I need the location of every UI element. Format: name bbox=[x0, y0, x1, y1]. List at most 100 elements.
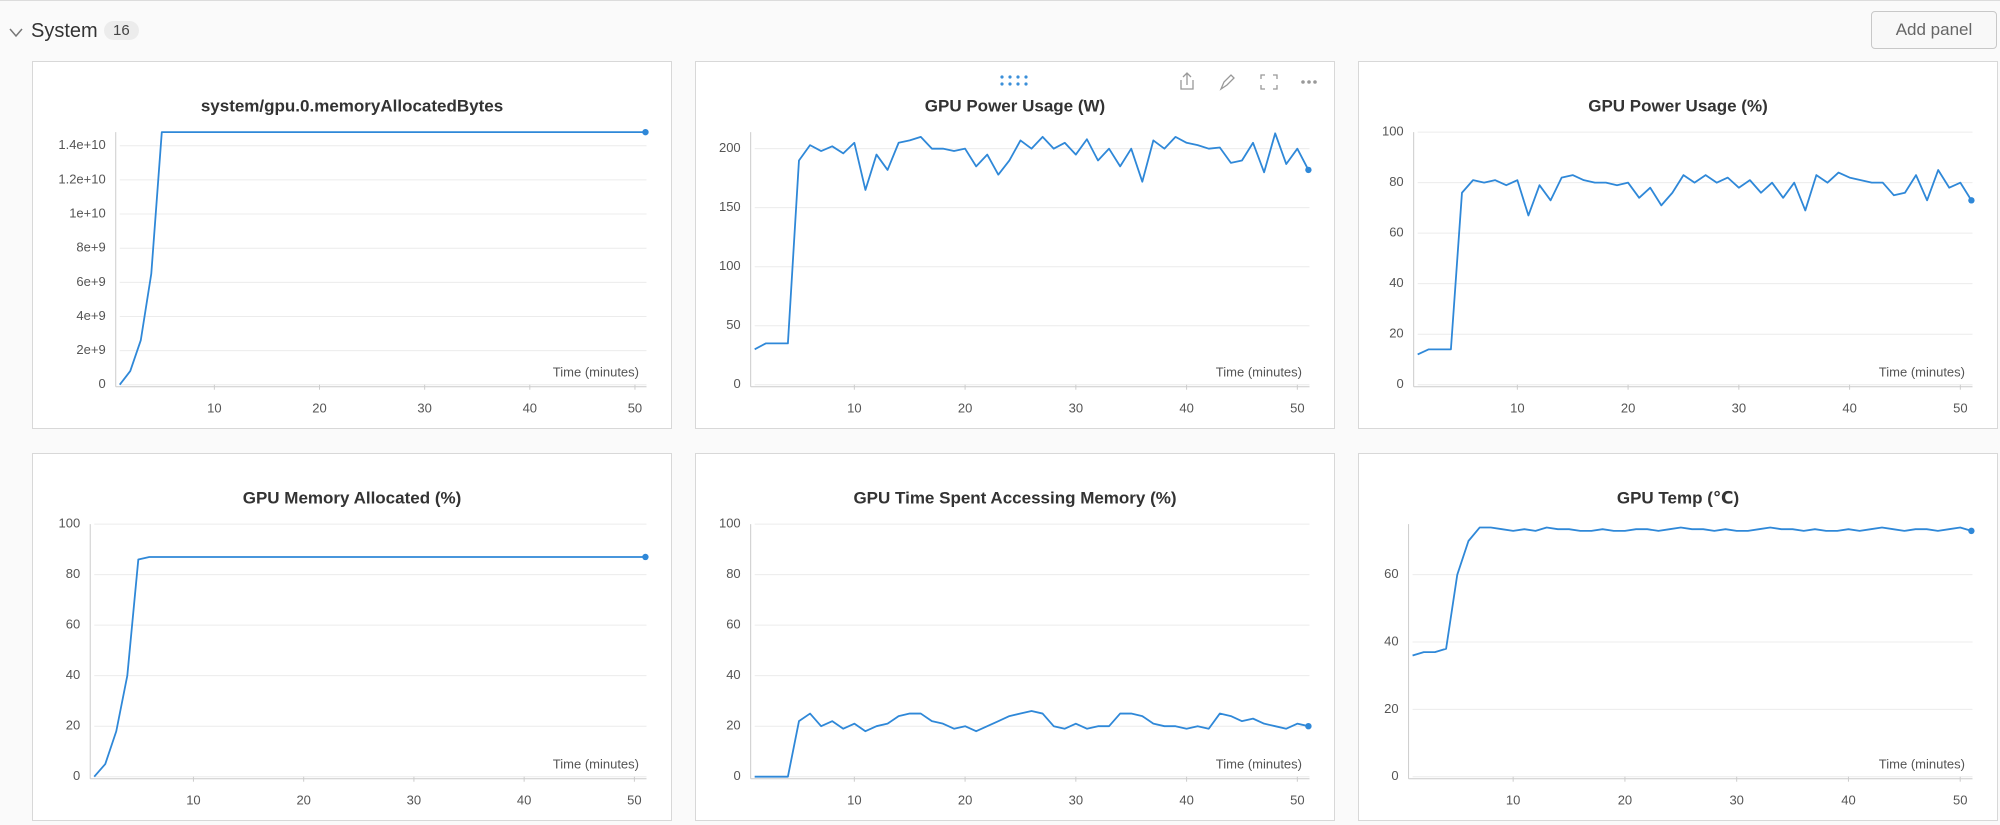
chart: system/gpu.0.memoryAllocatedBytes 0 2e+9 4e… bbox=[58, 96, 649, 415]
chart: GPU Power Usage (%) 0 20 40 60 80 100 10 20 30 40 5… bbox=[1382, 96, 1975, 415]
y-tick-label: 20 bbox=[66, 718, 80, 733]
x-tick-label: 50 bbox=[627, 792, 641, 807]
chart-panel[interactable]: GPU Power Usage (%) 0 20 40 60 80 100 10 20 30 40 5… bbox=[1358, 61, 1998, 429]
x-tick-label: 30 bbox=[1729, 792, 1743, 807]
y-tick-label: 0 bbox=[733, 376, 740, 391]
x-tick-label: 10 bbox=[1506, 792, 1520, 807]
x-axis-label: Time (minutes) bbox=[1879, 364, 1965, 379]
panel-toolbar[interactable] bbox=[1000, 72, 1317, 91]
chart-panel[interactable]: GPU Power Usage (W) 0 50 100 150 200 10 20 30 40 5… bbox=[695, 61, 1335, 429]
x-axis-label: Time (minutes) bbox=[553, 756, 639, 771]
chart-panel[interactable]: system/gpu.0.memoryAllocatedBytes 0 2e+9 4e… bbox=[32, 61, 672, 429]
x-tick-label: 10 bbox=[1510, 400, 1524, 415]
x-tick-label: 10 bbox=[186, 792, 200, 807]
x-tick-label: 30 bbox=[1069, 792, 1083, 807]
chart: GPU Power Usage (W) 0 50 100 150 200 10 20 30 40 5… bbox=[719, 72, 1317, 415]
x-tick-label: 40 bbox=[517, 792, 531, 807]
y-tick-label: 20 bbox=[1384, 701, 1398, 716]
x-tick-label: 50 bbox=[1290, 792, 1304, 807]
y-tick-label: 60 bbox=[726, 617, 740, 632]
x-tick-label: 20 bbox=[296, 792, 310, 807]
x-tick-label: 30 bbox=[1732, 400, 1746, 415]
x-axis-label: Time (minutes) bbox=[553, 364, 639, 379]
y-tick-label: 80 bbox=[66, 566, 80, 581]
chart: GPU Time Spent Accessing Memory (%) 0 20 40… bbox=[719, 488, 1312, 807]
x-tick-label: 40 bbox=[1179, 400, 1193, 415]
chart-title: GPU Memory Allocated (%) bbox=[243, 488, 462, 507]
y-tick-label: 2e+9 bbox=[76, 342, 105, 357]
chart-title: GPU Power Usage (%) bbox=[1588, 96, 1768, 115]
x-axis-label: Time (minutes) bbox=[1216, 364, 1302, 379]
x-tick-label: 30 bbox=[407, 792, 421, 807]
x-tick-label: 20 bbox=[1618, 792, 1632, 807]
y-tick-label: 40 bbox=[66, 667, 80, 682]
section-title[interactable]: System bbox=[31, 20, 98, 42]
y-tick-label: 4e+9 bbox=[76, 308, 105, 323]
y-tick-label: 20 bbox=[1389, 326, 1403, 341]
x-tick-label: 40 bbox=[1842, 400, 1856, 415]
last-point bbox=[642, 553, 649, 561]
x-tick-label: 20 bbox=[1621, 400, 1635, 415]
y-tick-label: 100 bbox=[59, 516, 81, 531]
x-tick-label: 10 bbox=[847, 792, 861, 807]
top-border bbox=[0, 0, 2000, 1]
x-tick-label: 30 bbox=[1069, 400, 1083, 415]
y-tick-label: 6e+9 bbox=[76, 274, 105, 289]
y-tick-label: 8e+9 bbox=[76, 240, 105, 255]
x-tick-label: 10 bbox=[207, 400, 221, 415]
y-tick-label: 200 bbox=[719, 140, 741, 155]
chart-title: GPU Time Spent Accessing Memory (%) bbox=[853, 488, 1176, 507]
y-tick-label: 40 bbox=[726, 667, 740, 682]
x-tick-label: 40 bbox=[523, 400, 537, 415]
line-series bbox=[754, 710, 1309, 778]
y-tick-label: 0 bbox=[98, 376, 105, 391]
panel-count: 16 bbox=[104, 21, 139, 40]
chart-title: GPU Temp (℃) bbox=[1617, 488, 1739, 507]
last-point bbox=[1968, 197, 1975, 204]
y-tick-label: 100 bbox=[719, 258, 741, 273]
y-tick-label: 0 bbox=[733, 768, 740, 783]
x-tick-label: 30 bbox=[417, 400, 431, 415]
y-tick-label: 100 bbox=[1382, 124, 1404, 139]
x-tick-label: 50 bbox=[1953, 792, 1967, 807]
y-tick-label: 40 bbox=[1389, 275, 1403, 290]
x-tick-label: 20 bbox=[958, 792, 972, 807]
line-series bbox=[1417, 169, 1973, 356]
x-tick-label: 40 bbox=[1841, 792, 1855, 807]
line-series bbox=[1412, 526, 1972, 657]
x-tick-label: 10 bbox=[847, 400, 861, 415]
x-axis-label: Time (minutes) bbox=[1879, 756, 1965, 771]
line-series bbox=[119, 131, 646, 386]
last-point bbox=[642, 128, 649, 136]
chart-panel[interactable]: GPU Time Spent Accessing Memory (%) 0 20 40… bbox=[695, 453, 1335, 821]
chart-title: GPU Power Usage (W) bbox=[925, 96, 1105, 115]
last-point bbox=[1968, 527, 1975, 535]
x-tick-label: 20 bbox=[312, 400, 326, 415]
y-tick-label: 0 bbox=[1391, 768, 1398, 783]
line-series bbox=[754, 132, 1310, 351]
y-tick-label: 1e+10 bbox=[69, 205, 106, 220]
x-tick-label: 50 bbox=[628, 400, 642, 415]
y-tick-label: 50 bbox=[726, 317, 740, 332]
chart: GPU Temp (℃) 0 20 40 60 10 20 30 40 50 Time (minut… bbox=[1384, 488, 1975, 807]
x-tick-label: 40 bbox=[1179, 792, 1193, 807]
last-point bbox=[1305, 166, 1312, 174]
y-tick-label: 60 bbox=[1389, 225, 1403, 240]
y-tick-label: 0 bbox=[73, 768, 80, 783]
x-tick-label: 50 bbox=[1290, 400, 1304, 415]
line-series bbox=[93, 556, 646, 778]
collapse-chevron[interactable] bbox=[8, 26, 24, 40]
add-panel-button[interactable]: Add panel bbox=[1871, 11, 1997, 49]
y-tick-label: 80 bbox=[1389, 174, 1403, 189]
chart-panel[interactable]: GPU Memory Allocated (%) 0 20 40 60 80 100 10 20… bbox=[32, 453, 672, 821]
x-axis-label: Time (minutes) bbox=[1216, 756, 1302, 771]
y-tick-label: 40 bbox=[1384, 633, 1398, 648]
y-tick-label: 0 bbox=[1396, 376, 1403, 391]
y-tick-label: 150 bbox=[719, 199, 741, 214]
x-tick-label: 50 bbox=[1953, 400, 1967, 415]
y-tick-label: 1.2e+10 bbox=[58, 171, 105, 186]
y-tick-label: 60 bbox=[1384, 566, 1398, 581]
chart-panel[interactable]: GPU Temp (℃) 0 20 40 60 10 20 30 40 50 Time (minut… bbox=[1358, 453, 1998, 821]
y-tick-label: 1.4e+10 bbox=[58, 137, 105, 152]
